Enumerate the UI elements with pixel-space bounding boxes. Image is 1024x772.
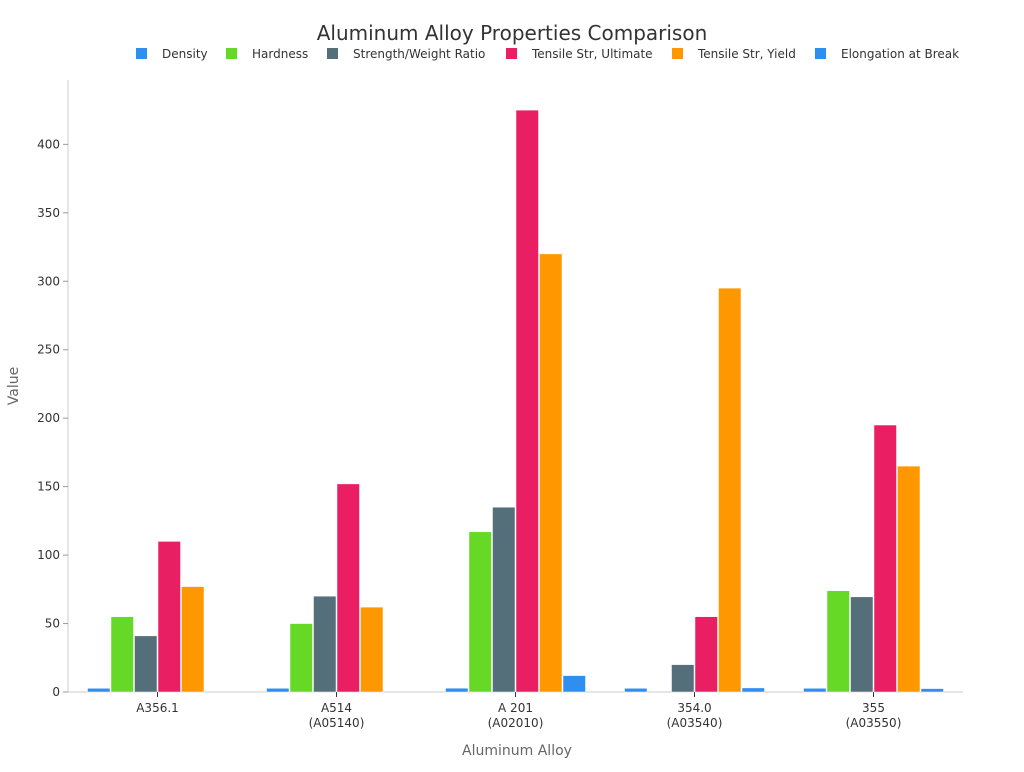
bar-elongation-at-break [562, 675, 586, 693]
legend: Density Hardness Strength/Weight Ratio Tens… [136, 47, 959, 61]
y-tick-label: 50 [45, 617, 60, 631]
y-tick-label: 150 [37, 480, 60, 494]
bar-elongation-at-break [741, 687, 765, 693]
bar-density [266, 688, 290, 693]
legend-swatch [672, 48, 683, 59]
legend-swatch [815, 48, 826, 59]
y-tick-label: 100 [37, 548, 60, 562]
x-tick-label: A 201 (A02010) [488, 701, 544, 730]
legend-label: Strength/Weight Ratio [353, 47, 485, 61]
legend-swatch [136, 48, 147, 59]
bar-hardness [289, 623, 313, 693]
x-tick-label: 355 (A03550) [846, 701, 902, 730]
bars [87, 109, 944, 693]
chart-title: Aluminum Alloy Properties Comparison [317, 21, 708, 45]
legend-swatch [226, 48, 237, 59]
bar-strength-weight-ratio [492, 506, 516, 693]
bar-density [624, 688, 648, 693]
x-tick-label-line: (A05140) [309, 716, 365, 730]
bar-strength-weight-ratio [134, 635, 158, 693]
legend-label: Tensile Str, Ultimate [531, 47, 653, 61]
x-tick-label-line: 355 [862, 701, 885, 715]
legend-label: Elongation at Break [841, 47, 959, 61]
bar-tensile-str-ultimate [873, 424, 897, 693]
y-tick-label: 250 [37, 343, 60, 357]
x-tick-label-line: 354.0 [677, 701, 711, 715]
bar-tensile-str-yield [718, 287, 742, 693]
legend-swatch [327, 48, 338, 59]
bar-tensile-str-ultimate [336, 483, 360, 693]
y-tick-label: 350 [37, 206, 60, 220]
x-tick-label-line: A 201 [498, 701, 533, 715]
axes: 0 50 100 150 200 250 300 350 400 A356.1 A514 (A0514… [37, 80, 963, 730]
bar-density [445, 687, 469, 693]
x-tick-label-line: (A03550) [846, 716, 902, 730]
y-tick-label: 400 [37, 137, 60, 151]
x-tick-label-line: (A02010) [488, 716, 544, 730]
x-tick-label-line: A514 [321, 701, 352, 715]
x-tick-label: 354.0 (A03540) [667, 701, 723, 730]
x-tick-label-line: (A03540) [667, 716, 723, 730]
bar-tensile-str-yield [181, 586, 205, 693]
legend-label: Hardness [252, 47, 308, 61]
bar-strength-weight-ratio [313, 595, 337, 693]
y-axis-label: Value [6, 367, 22, 405]
legend-swatch [506, 48, 517, 59]
bar-density [803, 688, 827, 693]
x-tick-label: A356.1 [136, 701, 179, 715]
bar-tensile-str-yield [360, 606, 384, 693]
bar-tensile-str-yield [897, 465, 921, 693]
y-tick-label: 200 [37, 411, 60, 425]
bar-density [87, 688, 111, 693]
bar-tensile-str-ultimate [694, 616, 718, 693]
bar-strength-weight-ratio [850, 596, 874, 693]
bar-tensile-str-ultimate [157, 541, 181, 693]
legend-label: Tensile Str, Yield [697, 47, 796, 61]
x-axis-label: Aluminum Alloy [462, 743, 572, 759]
bar-tensile-str-ultimate [515, 109, 539, 693]
bar-strength-weight-ratio [671, 664, 695, 693]
bar-hardness [826, 590, 850, 693]
legend-label: Density [162, 47, 208, 61]
bar-elongation-at-break [920, 688, 944, 693]
bar-hardness [110, 616, 134, 693]
y-tick-label: 300 [37, 274, 60, 288]
bar-hardness [468, 531, 492, 693]
x-tick-label-line: A356.1 [136, 701, 179, 715]
y-tick-label: 0 [52, 685, 60, 699]
bar-tensile-str-yield [539, 253, 563, 693]
x-tick-label: A514 (A05140) [309, 701, 365, 730]
